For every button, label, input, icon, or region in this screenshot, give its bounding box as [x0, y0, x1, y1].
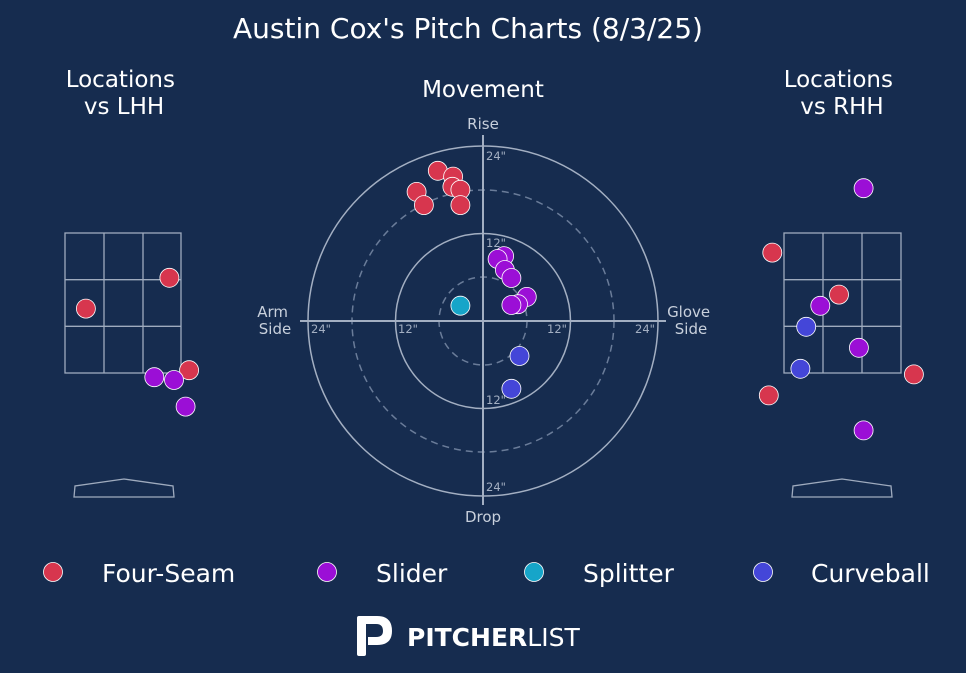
legend-item-splitter: Splitter	[524, 559, 675, 588]
rhh-panel: Locations vs RHH	[758, 67, 924, 498]
rhh-point-four-seam-3	[904, 364, 924, 385]
rhh-point-four-seam-1	[829, 284, 849, 305]
lhh-point-slider-3	[144, 367, 165, 388]
movement-point-slider-13	[501, 295, 522, 315]
legend-marker-splitter	[524, 562, 544, 582]
movement-point-curveball-16	[501, 378, 522, 399]
rhh-point-four-seam-0	[762, 242, 783, 263]
rhh-home-plate	[791, 478, 893, 498]
axis-label-arm-side: Arm Side	[257, 303, 293, 338]
ring-label-left-24: 24"	[311, 322, 331, 336]
rhh-panel-title: Locations vs RHH	[784, 67, 901, 120]
legend: Four-Seam Slider Splitter Curveball	[43, 559, 930, 588]
ring-label-bottom-12: 12"	[486, 393, 506, 407]
ring-labels: 24" 12" 12" 24" 24" 12" 12" 24"	[311, 149, 655, 494]
lhh-point-four-seam-2	[179, 360, 200, 381]
movement-panel-title: Movement	[422, 77, 544, 103]
legend-marker-curveball	[753, 562, 773, 582]
legend-marker-slider	[317, 562, 337, 582]
lhh-home-plate	[73, 478, 175, 498]
lhh-point-four-seam-1	[76, 298, 96, 319]
movement-point-four-seam-5	[413, 195, 434, 216]
legend-label-slider: Slider	[376, 559, 448, 588]
movement-point-slider-10	[501, 268, 522, 288]
movement-rings	[300, 135, 666, 505]
wordmark-light: LIST	[527, 623, 580, 652]
lhh-point-slider-4	[164, 370, 184, 390]
pitcherlist-logo: PITCHERLIST	[357, 616, 580, 656]
ring-label-bottom-24: 24"	[486, 480, 506, 494]
lhh-point-slider-5	[175, 396, 196, 417]
wordmark-bold: PITCHER	[407, 623, 527, 652]
rhh-point-curveball-8	[796, 316, 817, 337]
lhh-panel-title: Locations vs LHH	[66, 67, 183, 120]
movement-point-four-seam-6	[450, 195, 471, 216]
legend-label-splitter: Splitter	[583, 559, 675, 588]
rhh-point-slider-6	[849, 337, 869, 358]
lhh-pitch-points	[76, 267, 200, 417]
ring-label-right-24: 24"	[635, 322, 655, 336]
rhh-point-curveball-9	[790, 358, 811, 379]
movement-point-curveball-15	[509, 346, 530, 366]
rhh-point-four-seam-2	[758, 385, 779, 406]
rhh-point-slider-7	[853, 420, 874, 441]
pitcherlist-p-logo-icon	[357, 616, 392, 656]
axis-label-rise: Rise	[467, 115, 499, 133]
legend-item-four-seam: Four-Seam	[43, 559, 235, 588]
legend-item-curveball: Curveball	[753, 559, 930, 588]
ring-label-top-24: 24"	[486, 149, 506, 163]
chart-title: Austin Cox's Pitch Charts (8/3/25)	[233, 12, 703, 45]
axis-label-drop: Drop	[465, 508, 501, 526]
legend-label-four-seam: Four-Seam	[102, 559, 235, 588]
rhh-point-slider-4	[853, 178, 874, 199]
lhh-panel: Locations vs LHH	[64, 67, 200, 498]
rhh-pitch-points	[758, 178, 924, 441]
ring-label-left-12: 12"	[398, 322, 418, 336]
legend-marker-four-seam	[43, 562, 63, 582]
lhh-point-four-seam-0	[159, 267, 180, 288]
movement-pitch-points	[406, 160, 537, 399]
ring-label-right-12: 12"	[547, 322, 567, 336]
movement-point-splitter-14	[450, 295, 471, 316]
movement-panel: Movement 24" 12" 12" 24" 24" 12" 12" 24"…	[257, 77, 715, 526]
axis-label-glove-side: Glove Side	[667, 303, 715, 338]
legend-item-slider: Slider	[317, 559, 448, 588]
ring-label-top-12: 12"	[486, 236, 506, 250]
pitcherlist-wordmark: PITCHERLIST	[407, 623, 580, 652]
legend-label-curveball: Curveball	[811, 559, 930, 588]
rhh-point-slider-5	[810, 295, 831, 316]
